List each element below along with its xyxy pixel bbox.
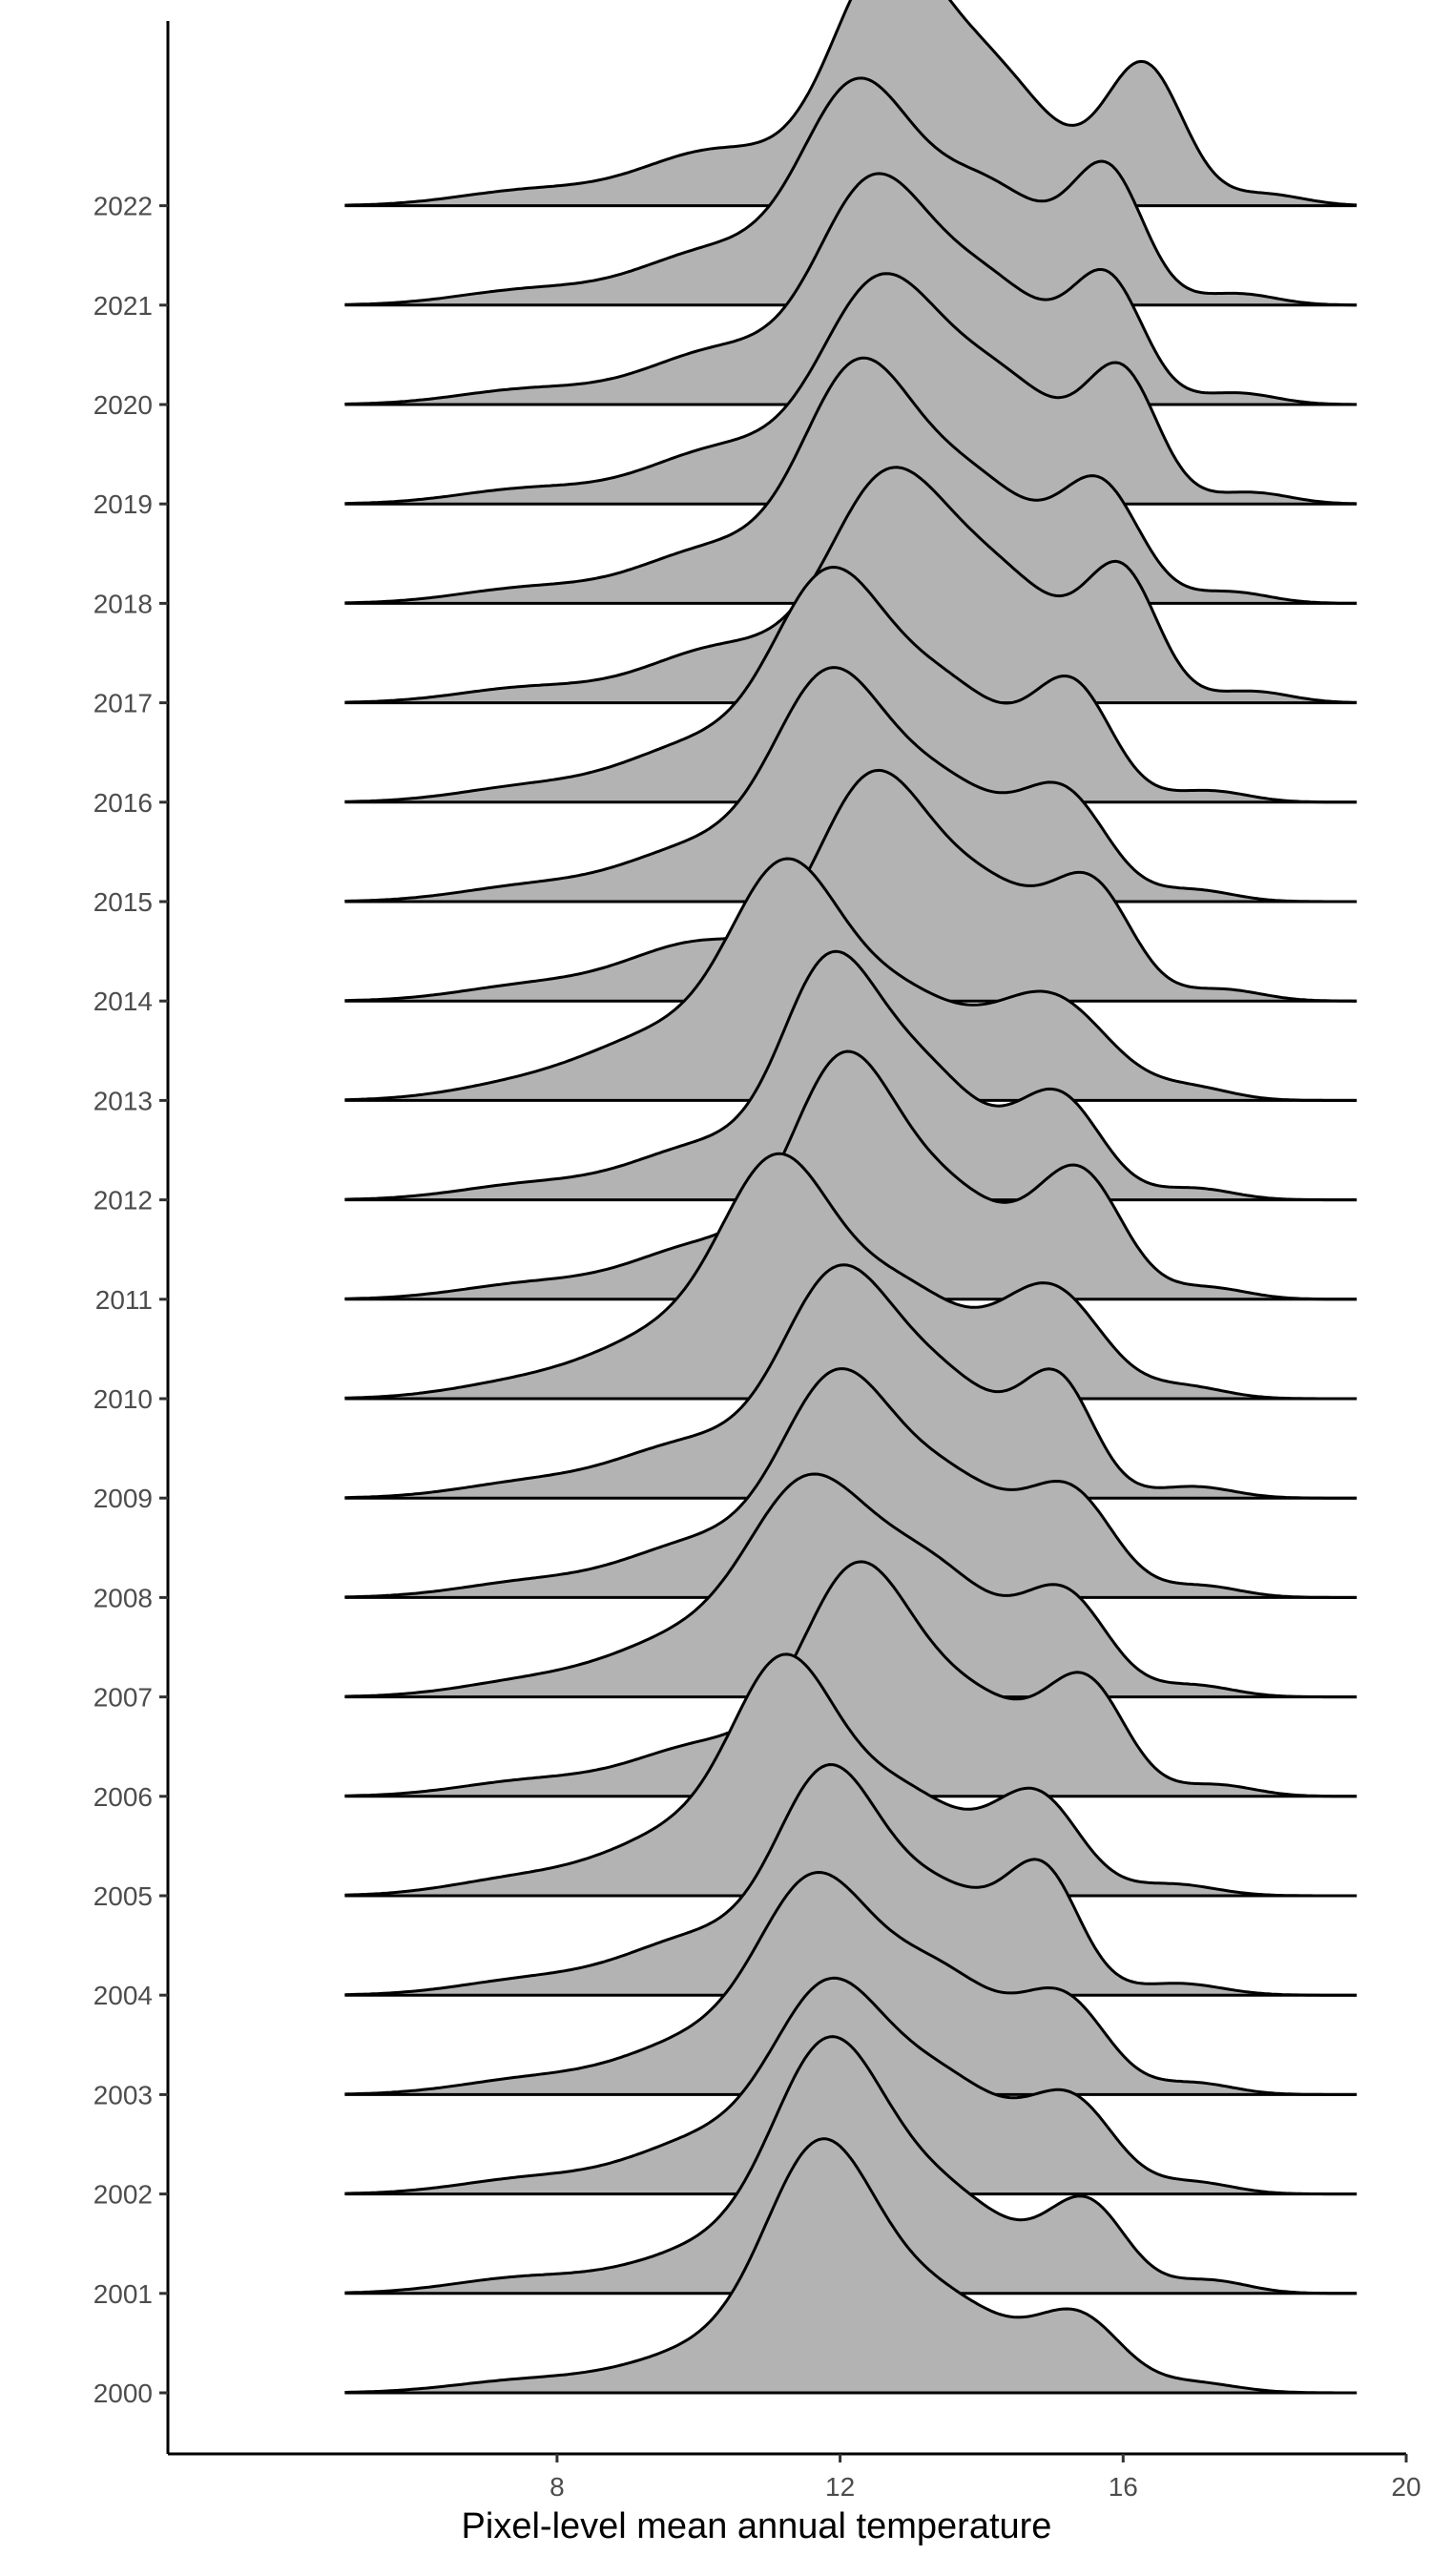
y-tick-label-2018: 2018: [93, 589, 153, 618]
y-tick-label-2003: 2003: [93, 2080, 153, 2109]
ridge-line-2015: [344, 666, 1358, 904]
ridge-area-2011: [344, 1051, 1358, 1299]
ridge-line-2018: [344, 356, 1358, 605]
ridge-line-2013: [344, 857, 1358, 1102]
x-tick-label-16: 16: [1109, 2472, 1138, 2502]
ridge-area-2000: [344, 2138, 1358, 2393]
ridge-area-2008: [344, 1368, 1358, 1598]
x-ticks-group: 8 12 16 20: [550, 2454, 1421, 2502]
y-tick-label-2001: 2001: [93, 2279, 153, 2309]
y-tick-label-2015: 2015: [93, 887, 153, 917]
ridge-2000: [344, 2137, 1358, 2395]
x-tick-label-12: 12: [825, 2472, 855, 2502]
ridge-line-2004: [344, 1763, 1358, 1997]
ridge-line-2014: [344, 768, 1358, 1003]
y-tick-label-2021: 2021: [93, 291, 153, 321]
ridge-line-2002: [344, 1976, 1358, 2196]
y-tick-label-2002: 2002: [93, 2180, 153, 2210]
y-tick-label-2005: 2005: [93, 1881, 153, 1911]
ridge-line-2017: [344, 466, 1358, 704]
y-tick-label-2008: 2008: [93, 1583, 153, 1612]
y-tick-label-2000: 2000: [93, 2379, 153, 2408]
ridge-line-2008: [344, 1367, 1358, 1599]
ridge-line-2011: [344, 1049, 1358, 1301]
y-tick-label-2013: 2013: [93, 1086, 153, 1115]
x-tick-label-20: 20: [1391, 2472, 1421, 2502]
y-tick-label-2022: 2022: [93, 192, 153, 221]
y-tick-label-2004: 2004: [93, 1981, 153, 2010]
ridge-area-2015: [344, 667, 1358, 902]
x-tick-label-8: 8: [550, 2472, 565, 2502]
y-tick-label-2016: 2016: [93, 788, 153, 818]
ridge-area-2004: [344, 1764, 1358, 1996]
x-axis-title: Pixel-level mean annual temperature: [462, 2506, 1052, 2546]
y-tick-label-2017: 2017: [93, 689, 153, 718]
y-tick-label-2011: 2011: [95, 1285, 153, 1315]
ridges-group: [344, 0, 1358, 2395]
y-tick-label-2012: 2012: [93, 1186, 153, 1215]
ridge-line-2003: [344, 1871, 1358, 2096]
ridge-line-2016: [344, 566, 1358, 804]
ridge-line-2019: [344, 272, 1358, 506]
ridge-line-2006: [344, 1560, 1358, 1798]
axes-group: [166, 21, 1406, 2456]
ridge-line-2005: [344, 1652, 1358, 1898]
y-ticks-group: 2022 2021 2020 2019 2018 2017 2016 2015 2014 2013…: [93, 192, 168, 2408]
ridge-area-2006: [344, 1561, 1358, 1797]
ridge-area-2020: [344, 173, 1358, 405]
ridge-area-2018: [344, 358, 1358, 604]
ridge-line-2009: [344, 1263, 1358, 1500]
y-tick-label-2014: 2014: [93, 987, 153, 1016]
y-tick-label-2006: 2006: [93, 1782, 153, 1812]
ridge-line-2010: [344, 1152, 1358, 1401]
y-tick-label-2009: 2009: [93, 1484, 153, 1513]
ridge-line-2000: [344, 2137, 1358, 2395]
y-tick-label-2019: 2019: [93, 489, 153, 519]
ridge-area-2014: [344, 770, 1358, 1002]
ridge-line-2020: [344, 172, 1358, 406]
ridge-line-2001: [344, 2035, 1358, 2296]
ridge-line-2021: [344, 76, 1358, 307]
ridge-line-2007: [344, 1472, 1358, 1699]
ridge-line-2022: [344, 0, 1358, 207]
ridge-line-2012: [344, 949, 1358, 1202]
y-tick-label-2010: 2010: [93, 1384, 153, 1414]
y-tick-label-2007: 2007: [93, 1683, 153, 1713]
y-tick-label-2020: 2020: [93, 390, 153, 420]
